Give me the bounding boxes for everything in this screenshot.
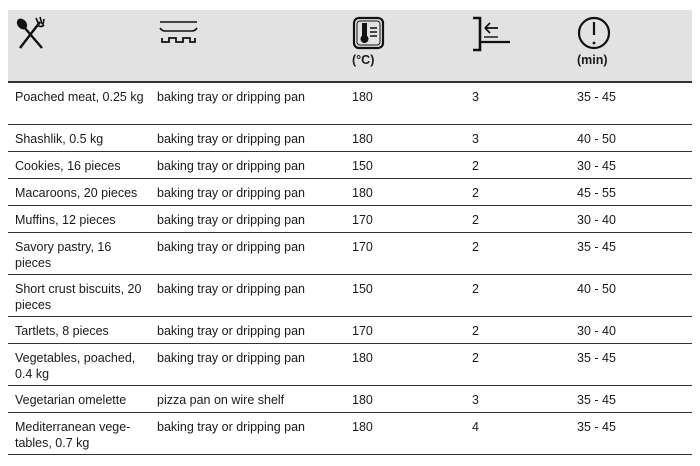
table-row: Tartlets, 8 pieces baking tray or drippin… [8, 316, 692, 344]
cell-level: 2 [465, 205, 570, 233]
cell-level: 3 [465, 124, 570, 152]
table-row: Short crust biscuits, 20 pieces baking tr… [8, 274, 692, 317]
header-row: (°C) (min) [8, 10, 692, 83]
cell-level: 2 [465, 232, 570, 275]
cell-accessory: baking tray or dripping pan [150, 343, 345, 386]
table-row: Shashlik, 0.5 kg baking tray or dripping … [8, 124, 692, 152]
cell-time: 35 - 45 [570, 385, 692, 413]
table-row: Macaroons, 20 pieces baking tray or dripp… [8, 178, 692, 206]
cell-food: Short crust biscuits, 20 pieces [8, 274, 150, 317]
cell-temp: 180 [345, 82, 465, 125]
cell-food: Vegetarian omelette [8, 385, 150, 413]
cell-time: 35 - 45 [570, 412, 692, 455]
cell-temp: 150 [345, 274, 465, 317]
cell-time: 35 - 45 [570, 232, 692, 275]
cell-accessory: baking tray or dripping pan [150, 274, 345, 317]
cell-accessory: baking tray or dripping pan [150, 178, 345, 206]
header-accessory [150, 10, 345, 83]
cutlery-icon [16, 16, 45, 49]
clock-icon [577, 16, 611, 50]
cell-accessory: baking tray or dripping pan [150, 316, 345, 344]
shelf-level-icon [473, 16, 510, 52]
temperature-unit: (°C) [352, 53, 375, 67]
table-row: Vegetarian omelette pizza pan on wire she… [8, 385, 692, 413]
cell-time: 45 - 55 [570, 178, 692, 206]
cell-accessory: baking tray or dripping pan [150, 151, 345, 179]
cell-level: 2 [465, 151, 570, 179]
cell-level: 2 [465, 178, 570, 206]
thermometer-icon [352, 16, 385, 50]
cell-food: Mediterranean vege-tables, 0.7 kg [8, 412, 150, 455]
cell-temp: 180 [345, 385, 465, 413]
cell-food: Shashlik, 0.5 kg [8, 124, 150, 152]
table-row: Mediterranean vege-tables, 0.7 kg baking … [8, 412, 692, 455]
cell-accessory: baking tray or dripping pan [150, 232, 345, 275]
header-shelf-level [465, 10, 570, 83]
cell-food: Vegetables, poached, 0.4 kg [8, 343, 150, 386]
cell-level: 2 [465, 343, 570, 386]
cell-accessory: baking tray or dripping pan [150, 124, 345, 152]
cell-time: 35 - 45 [570, 82, 692, 125]
cell-level: 4 [465, 412, 570, 455]
cell-level: 3 [465, 385, 570, 413]
cell-temp: 150 [345, 151, 465, 179]
header-time: (min) [570, 10, 692, 83]
table-row: Muffins, 12 pieces baking tray or drippin… [8, 205, 692, 233]
cell-level: 2 [465, 274, 570, 317]
cell-level: 3 [465, 82, 570, 125]
cell-temp: 180 [345, 178, 465, 206]
cell-time: 30 - 45 [570, 151, 692, 179]
cell-time: 40 - 50 [570, 124, 692, 152]
tray-icon [159, 21, 198, 43]
cell-temp: 180 [345, 412, 465, 455]
cell-accessory: baking tray or dripping pan [150, 205, 345, 233]
cell-food: Savory pastry, 16 pieces [8, 232, 150, 275]
cell-food: Tartlets, 8 pieces [8, 316, 150, 344]
cell-temp: 170 [345, 316, 465, 344]
cell-time: 35 - 45 [570, 343, 692, 386]
cell-time: 40 - 50 [570, 274, 692, 317]
cell-temp: 180 [345, 124, 465, 152]
table-row: Vegetables, poached, 0.4 kg baking tray o… [8, 343, 692, 386]
time-unit: (min) [577, 53, 608, 67]
cell-food: Cookies, 16 pieces [8, 151, 150, 179]
header-temperature: (°C) [345, 10, 465, 83]
cell-time: 30 - 40 [570, 316, 692, 344]
cell-temp: 180 [345, 343, 465, 386]
cell-time: 30 - 40 [570, 205, 692, 233]
cell-accessory: baking tray or dripping pan [150, 412, 345, 455]
cell-level: 2 [465, 316, 570, 344]
cell-temp: 170 [345, 232, 465, 275]
cell-accessory: baking tray or dripping pan [150, 82, 345, 125]
header-food [8, 10, 150, 83]
cooking-table: (°C) (min) Poached meat, 0.25 kg ba [8, 10, 692, 455]
cell-accessory: pizza pan on wire shelf [150, 385, 345, 413]
table-row: Cookies, 16 pieces baking tray or drippin… [8, 151, 692, 179]
cell-food: Poached meat, 0.25 kg [8, 82, 150, 125]
table-row: Savory pastry, 16 pieces baking tray or d… [8, 232, 692, 275]
table-row: Poached meat, 0.25 kg baking tray or drip… [8, 82, 692, 125]
cell-food: Macaroons, 20 pieces [8, 178, 150, 206]
cell-temp: 170 [345, 205, 465, 233]
cell-food: Muffins, 12 pieces [8, 205, 150, 233]
